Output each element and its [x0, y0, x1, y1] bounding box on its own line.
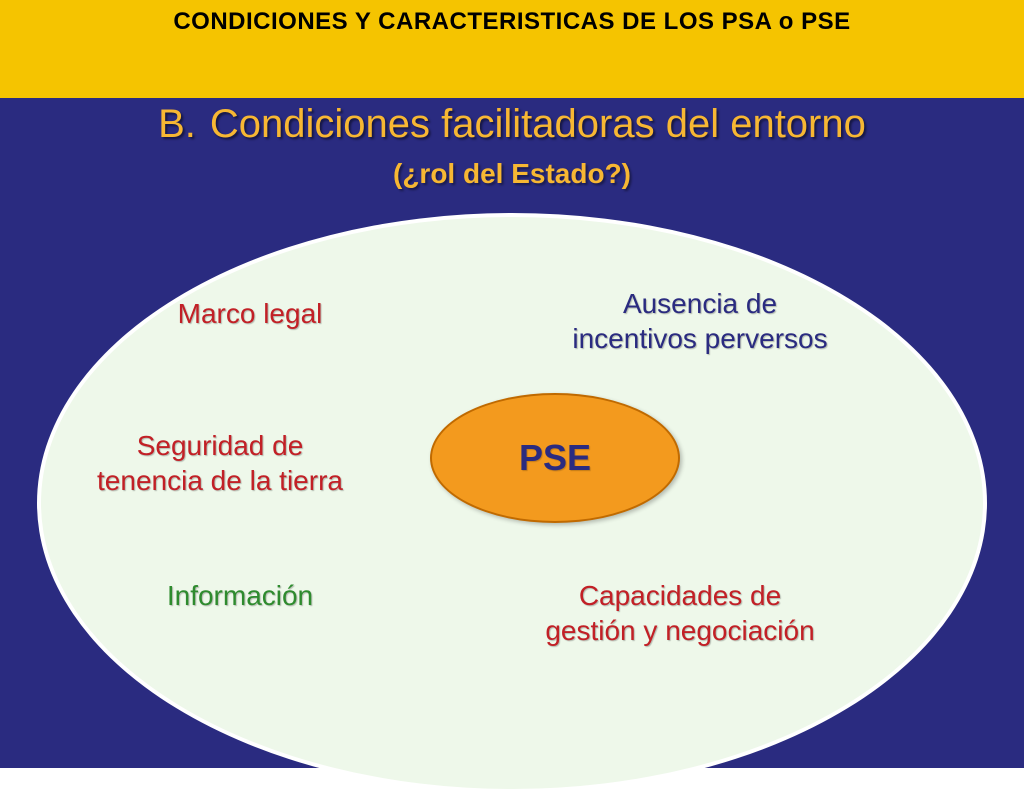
heading-prefix: B. — [158, 102, 196, 146]
center-ellipse-label: PSE — [519, 437, 591, 479]
node-seguridad: Seguridad detenencia de la tierra — [40, 428, 400, 498]
banner-title: CONDICIONES Y CARACTERISTICAS DE LOS PSA… — [173, 8, 850, 36]
node-marco-legal: Marco legal — [120, 296, 380, 331]
slide-subheading: (¿rol del Estado?) — [0, 158, 1024, 190]
slide-heading: B. Condiciones facilitadoras del entorno — [0, 102, 1024, 147]
center-ellipse: PSE — [430, 393, 680, 523]
slide-area: B.Condiciones facilitadoras del entorno … — [0, 98, 1024, 768]
node-capacidades: Capacidades degestión y negociación — [480, 578, 880, 648]
node-informacion: Información — [110, 578, 370, 613]
top-banner: CONDICIONES Y CARACTERISTICAS DE LOS PSA… — [0, 0, 1024, 98]
heading-main: Condiciones facilitadoras del entorno — [210, 102, 866, 146]
node-ausencia: Ausencia deincentivos perversos — [520, 286, 880, 356]
